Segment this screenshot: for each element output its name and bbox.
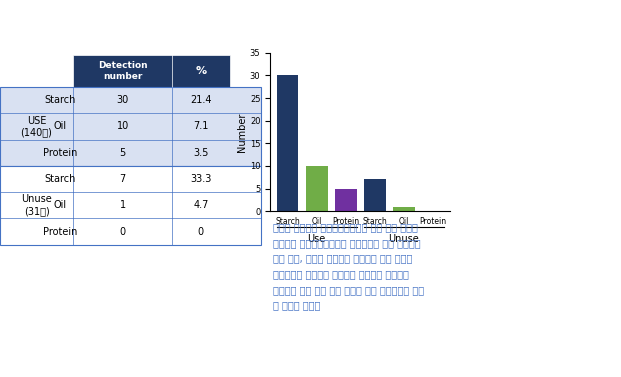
Text: 3.5: 3.5 [193, 148, 209, 158]
Text: 30: 30 [117, 95, 129, 105]
Text: Starch: Starch [44, 174, 76, 184]
Text: Protein: Protein [43, 148, 77, 158]
Text: Oil: Oil [53, 121, 66, 132]
Text: USE
(140건): USE (140건) [20, 116, 52, 137]
Bar [364, 179, 386, 211]
Text: Unuse
(31건): Unuse (31건) [21, 195, 52, 216]
Text: 21.4: 21.4 [190, 95, 212, 105]
Text: Use: Use [307, 234, 326, 244]
Bar [277, 75, 299, 211]
Text: 0: 0 [119, 227, 125, 237]
Text: Protein: Protein [43, 227, 77, 237]
Text: 대부분 업소에서 자동식기세척기를 사용 중인 것으로
파악되나 자동식기세척기를 사용함에도 전분 검출율이
가장 높고, 유지와 단백질이 검출되는 것은 : 대부분 업소에서 자동식기세척기를 사용 중인 것으로 파악되나 자동식기세척기… [273, 222, 424, 310]
Text: %: % [195, 66, 206, 76]
Text: The number and rate of detected samples by whether or not a dishwasher in used: The number and rate of detected samples … [0, 15, 621, 30]
Text: Starch: Starch [44, 95, 76, 105]
Text: Oil: Oil [53, 200, 66, 210]
Text: Unuse: Unuse [388, 234, 419, 244]
Bar [393, 207, 415, 211]
Y-axis label: Number: Number [237, 112, 247, 152]
FancyBboxPatch shape [73, 55, 230, 87]
Text: 10: 10 [117, 121, 129, 132]
Text: 0: 0 [197, 227, 204, 237]
Text: Detection
number: Detection number [97, 61, 147, 81]
Bar [306, 166, 327, 211]
Text: 7.1: 7.1 [193, 121, 209, 132]
Bar [335, 188, 356, 211]
Text: 4.7: 4.7 [193, 200, 209, 210]
Text: 1: 1 [119, 200, 125, 210]
Text: 5: 5 [119, 148, 125, 158]
Text: 33.3: 33.3 [190, 174, 212, 184]
Text: 7: 7 [119, 174, 125, 184]
FancyBboxPatch shape [0, 166, 261, 245]
FancyBboxPatch shape [0, 87, 261, 166]
